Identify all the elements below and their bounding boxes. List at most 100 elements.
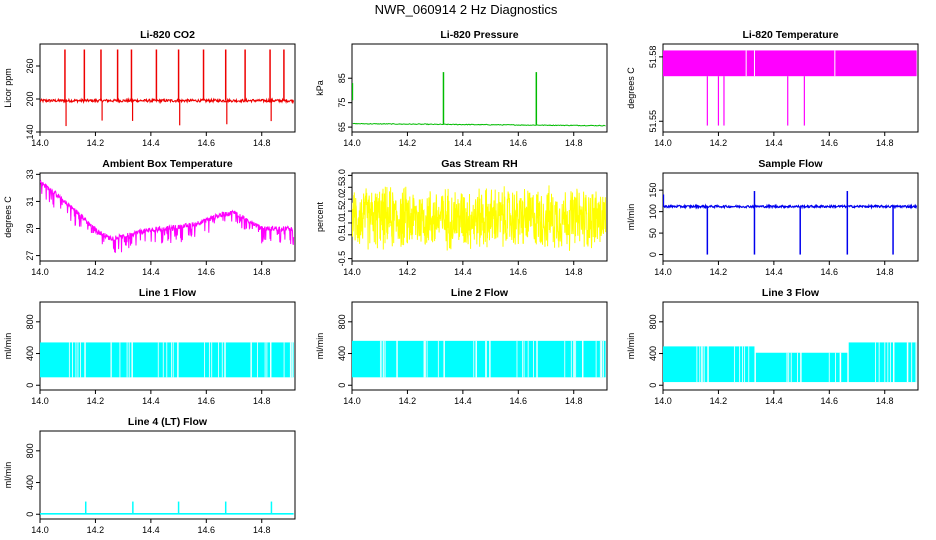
x-tick-label-line2: 14.8 <box>565 396 583 406</box>
panel-title-co2: Li-820 CO2 <box>140 29 195 41</box>
panel-co2: Li-820 CO2 14.0 14.2 14.4 14.6 14.8 140 200 260 L… <box>3 29 296 148</box>
y-tick-label-licor-temp: 51.58 <box>648 46 658 69</box>
x-tick-label-line4: 14.0 <box>31 525 49 535</box>
y-tick-label-box-temp: 29 <box>25 223 35 233</box>
x-tick-label-licor-temp: 14.2 <box>710 138 728 148</box>
x-tick-label-line4: 14.4 <box>142 525 160 535</box>
x-tick-label-licor-temp: 14.6 <box>821 138 839 148</box>
y-axis-label-sample-flow: ml/min <box>626 204 636 231</box>
flow-segment-line3 <box>894 342 917 383</box>
y-axis-label-licor-temp: degrees C <box>626 67 636 109</box>
rh-line <box>352 185 607 251</box>
y-axis-label-line4: ml/min <box>3 462 13 489</box>
x-tick-label-sample-flow: 14.6 <box>821 267 839 277</box>
x-tick-label-line3: 14.0 <box>654 396 672 406</box>
x-tick-label-licor-temp: 14.8 <box>876 138 894 148</box>
x-tick-label-pressure: 14.2 <box>399 138 417 148</box>
pressure-line <box>352 122 606 127</box>
x-tick-label-line4: 14.8 <box>253 525 271 535</box>
y-axis-label-line1: ml/min <box>3 333 13 360</box>
figure-title: NWR_060914 2 Hz Diagnostics <box>375 2 558 17</box>
flow-segment-line1 <box>225 342 271 378</box>
series-co2 <box>40 49 295 127</box>
x-tick-label-sample-flow: 14.0 <box>654 267 672 277</box>
box-temp-line <box>40 179 295 253</box>
y-tick-label-line1: 0 <box>25 383 35 388</box>
x-tick-label-pressure: 14.8 <box>565 138 583 148</box>
x-tick-label-box-temp: 14.0 <box>31 267 49 277</box>
y-axis-label-box-temp: degrees C <box>3 196 13 238</box>
y-tick-label-line4: 800 <box>25 443 35 458</box>
y-axis-label-rh: percent <box>315 201 325 232</box>
panel-box-temp: Ambient Box Temperature 14.0 14.2 14.4 14.6 1… <box>3 158 296 277</box>
flow-segment-line1 <box>40 342 85 378</box>
x-tick-label-box-temp: 14.6 <box>198 267 216 277</box>
panel-line3: Line 3 Flow 14.0 14.2 14.4 14.6 14.8 0 400 800 ml… <box>626 287 919 406</box>
y-tick-label-line2: 800 <box>337 314 347 329</box>
sample-flow-line <box>663 203 918 210</box>
x-tick-label-line1: 14.6 <box>198 396 216 406</box>
series-licor-temp <box>663 50 917 126</box>
x-tick-label-rh: 14.2 <box>399 267 417 277</box>
y-tick-label-line1: 800 <box>25 314 35 329</box>
panel-pressure: Li-820 Pressure 14.0 14.2 14.4 14.6 14.8 65 75 8… <box>315 29 608 148</box>
x-tick-label-pressure: 14.4 <box>454 138 472 148</box>
y-tick-label-pressure: 75 <box>337 98 347 108</box>
y-tick-label-line1: 400 <box>25 346 35 361</box>
flow-segment-line1 <box>178 342 225 378</box>
panel-line1: Line 1 Flow 14.0 14.2 14.4 14.6 14.8 0 400 800 ml… <box>3 287 296 406</box>
x-tick-label-line2: 14.2 <box>399 396 417 406</box>
panel-title-pressure: Li-820 Pressure <box>440 29 518 41</box>
y-tick-label-rh: -0.5 <box>337 251 347 267</box>
x-tick-label-line1: 14.4 <box>142 396 160 406</box>
y-tick-label-rh: 2.0 <box>337 193 347 206</box>
panel-title-rh: Gas Stream RH <box>441 158 517 170</box>
panel-title-box-temp: Ambient Box Temperature <box>102 158 233 170</box>
panel-rh: Gas Stream RH 14.0 14.2 14.4 14.6 14.8 -0.5 0.5… <box>315 158 608 277</box>
y-tick-label-rh: 0.5 <box>337 229 347 242</box>
panel-title-line4: Line 4 (LT) Flow <box>128 416 208 428</box>
x-tick-label-sample-flow: 14.8 <box>876 267 894 277</box>
flow-segment-line2 <box>397 340 444 378</box>
x-tick-label-box-temp: 14.4 <box>142 267 160 277</box>
y-tick-label-sample-flow: 50 <box>648 228 658 238</box>
y-tick-label-line3: 400 <box>648 346 658 361</box>
panel-title-sample-flow: Sample Flow <box>758 158 823 170</box>
y-tick-label-co2: 140 <box>25 124 35 139</box>
plot-frame-line4 <box>39 430 296 520</box>
panel-licor-temp: Li-820 Temperature 14.0 14.2 14.4 14.6 14.8 51… <box>626 29 919 148</box>
x-tick-label-rh: 14.8 <box>565 267 583 277</box>
x-tick-label-line4: 14.6 <box>198 525 216 535</box>
flow-segment-line2 <box>352 340 397 378</box>
y-tick-label-rh: 2.5 <box>337 181 347 194</box>
flow-segment-line3 <box>848 342 894 383</box>
x-tick-label-co2: 14.6 <box>198 138 216 148</box>
panel-title-licor-temp: Li-820 Temperature <box>742 29 838 41</box>
series-box-temp <box>40 179 295 253</box>
licor-temp-band <box>663 50 917 77</box>
x-tick-label-line4: 14.2 <box>87 525 105 535</box>
y-tick-label-rh: 1.0 <box>337 217 347 230</box>
y-tick-label-licor-temp: 51.55 <box>648 110 658 133</box>
x-tick-label-line3: 14.8 <box>876 396 894 406</box>
x-tick-label-rh: 14.0 <box>343 267 361 277</box>
y-axis-label-line2: ml/min <box>315 333 325 360</box>
x-tick-label-box-temp: 14.8 <box>253 267 271 277</box>
series-pressure <box>352 72 606 127</box>
y-tick-label-pressure: 85 <box>337 73 347 83</box>
flow-segment-line1 <box>85 342 132 378</box>
x-tick-label-line2: 14.0 <box>343 396 361 406</box>
y-tick-label-sample-flow: 100 <box>648 204 658 219</box>
x-tick-label-co2: 14.2 <box>87 138 105 148</box>
y-tick-label-rh: 1.5 <box>337 205 347 218</box>
y-axis-label-pressure: kPa <box>315 80 325 96</box>
x-tick-label-co2: 14.4 <box>142 138 160 148</box>
panel-line2: Line 2 Flow 14.0 14.2 14.4 14.6 14.8 0 400 800 ml… <box>315 287 608 406</box>
flow-segment-line1 <box>132 342 178 378</box>
y-tick-label-rh: 3.0 <box>337 169 347 182</box>
panel-title-line2: Line 2 Flow <box>451 287 509 299</box>
y-tick-label-co2: 260 <box>25 58 35 73</box>
x-tick-label-rh: 14.6 <box>510 267 528 277</box>
x-tick-label-sample-flow: 14.2 <box>710 267 728 277</box>
